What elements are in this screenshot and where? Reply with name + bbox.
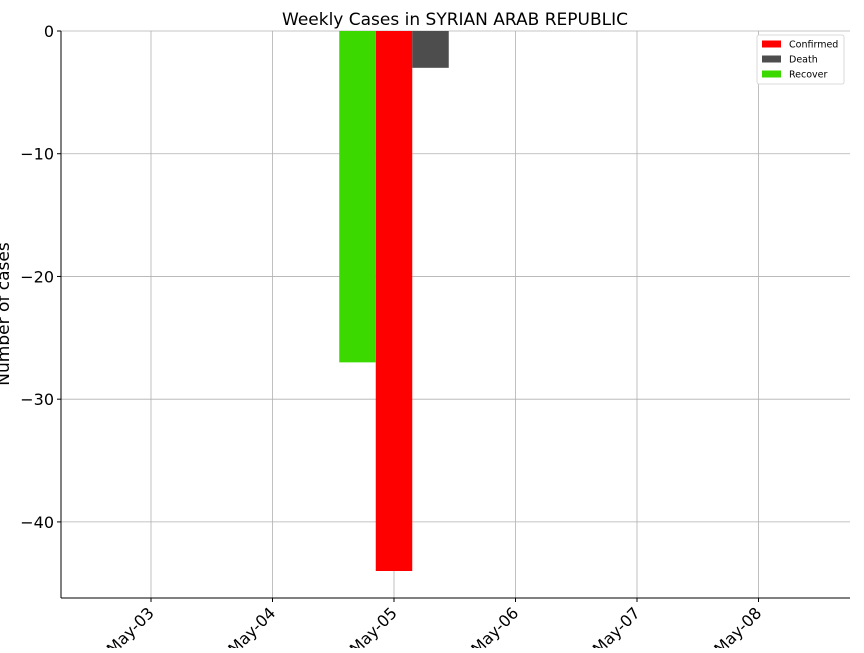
y-ticks: 0 −10 −20 −30 −40 [20, 22, 61, 532]
x-tick-label: May-05 [346, 603, 401, 648]
bar-recover-may-05 [339, 31, 376, 363]
bars [339, 31, 449, 571]
y-axis-label: Number of cases [0, 242, 14, 386]
legend-items: Confirmed Death Recover [762, 40, 838, 81]
y-tick-label: 0 [44, 22, 54, 41]
legend: Confirmed Death Recover [756, 34, 845, 85]
x-tick-label: May-06 [467, 603, 522, 648]
grid [61, 30, 850, 598]
x-ticks: May-03 May-04 May-05 May-06 May-07 May-08 [103, 598, 765, 653]
axes [60, 31, 850, 599]
y-tick-label: −30 [20, 390, 54, 409]
legend-label-death: Death [789, 55, 818, 66]
bar-death-may-05 [412, 31, 449, 68]
x-tick-label: May-03 [103, 603, 158, 648]
legend-label-confirmed: Confirmed [789, 40, 838, 51]
y-tick-label: −20 [20, 267, 54, 286]
x-tick-label: May-07 [589, 603, 644, 648]
x-tick-label: May-04 [224, 603, 279, 648]
legend-label-recover: Recover [789, 70, 828, 81]
y-tick-label: −40 [20, 513, 54, 532]
chart-title: Weekly Cases in SYRIAN ARAB REPUBLIC [282, 10, 628, 30]
y-tick-label: −10 [20, 145, 54, 164]
legend-swatch-recover [762, 70, 781, 78]
bar-confirmed-may-05 [375, 31, 413, 571]
x-tick-label: May-08 [710, 603, 765, 648]
legend-swatch-death [762, 55, 781, 63]
legend-swatch-confirmed [762, 40, 781, 48]
